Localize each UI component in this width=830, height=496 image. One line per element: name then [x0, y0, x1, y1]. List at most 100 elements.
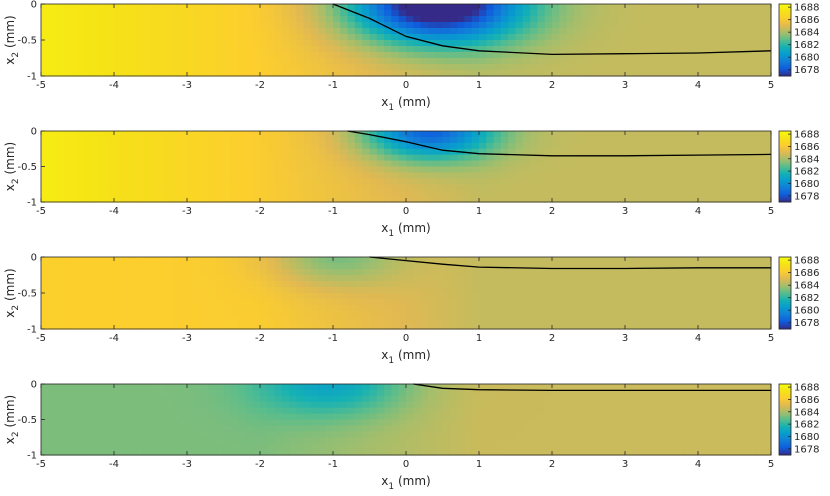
heatmap-cell [661, 196, 670, 203]
heatmap-cell [508, 131, 517, 138]
heatmap-cell [274, 269, 283, 276]
heatmap-cell [128, 407, 137, 415]
heatmap-cell [464, 148, 473, 156]
heatmap-cell [128, 136, 137, 144]
heatmap-cell [559, 160, 568, 168]
colorbar-segment [779, 194, 791, 198]
heatmap-cell [223, 425, 232, 432]
heatmap-cell [333, 293, 341, 300]
x-tick-label: -1 [328, 206, 338, 217]
heatmap-cell [705, 269, 714, 276]
heatmap-cell [347, 196, 356, 203]
heatmap-cell [610, 142, 619, 150]
heatmap-cell [537, 323, 546, 330]
heatmap-cell [661, 131, 670, 138]
heatmap-cell [325, 257, 334, 264]
heatmap-cell [595, 263, 604, 270]
heatmap-cell [99, 257, 108, 264]
heatmap-cell [369, 58, 378, 65]
heatmap-cell [603, 64, 611, 71]
heatmap-cell [442, 190, 451, 197]
colorbar-segment [779, 59, 791, 63]
heatmap-cell [289, 64, 298, 71]
heatmap-cell [281, 419, 290, 427]
heatmap-cell [179, 431, 188, 438]
heatmap-cell [384, 299, 392, 306]
heatmap-cell [165, 4, 173, 11]
heatmap-cell [194, 16, 203, 23]
heatmap-cell [406, 190, 414, 197]
heatmap-cell [705, 34, 714, 41]
heatmap-cell [763, 70, 772, 77]
heatmap-cell [369, 34, 378, 41]
heatmap-cell [449, 40, 458, 47]
heatmap-cell [661, 142, 670, 150]
heatmap-cell [398, 34, 407, 41]
heatmap-cell [84, 34, 93, 41]
heatmap-cell [581, 419, 590, 427]
heatmap-cell [537, 46, 546, 53]
heatmap-cell [515, 269, 524, 276]
heatmap-cell [311, 425, 319, 432]
heatmap-cell [427, 46, 436, 53]
heatmap-cell [354, 389, 363, 397]
heatmap-cell [114, 4, 122, 11]
colorbar-segment [779, 312, 791, 316]
heatmap-cell [617, 431, 626, 438]
heatmap-cell [55, 317, 64, 324]
heatmap-cell [435, 154, 444, 162]
heatmap-cell [135, 196, 144, 203]
heatmap-cell [427, 148, 436, 156]
heatmap-cell [756, 311, 765, 318]
heatmap-cell [84, 16, 93, 23]
heatmap-cell [230, 431, 239, 438]
heatmap-cell [128, 160, 137, 168]
heatmap-cell [70, 425, 79, 432]
heatmap-cell [70, 263, 79, 270]
heatmap-cell [281, 46, 290, 53]
heatmap-cell [252, 323, 261, 330]
heatmap-cell [84, 443, 93, 450]
heatmap-cell [449, 395, 458, 403]
heatmap-cell [406, 389, 414, 397]
heatmap-cell [515, 257, 524, 264]
heatmap-cell [719, 263, 728, 270]
heatmap-cell [442, 184, 451, 191]
heatmap-cell [654, 299, 663, 306]
heatmap-cell [617, 28, 626, 35]
heatmap-cell [617, 287, 626, 294]
heatmap-cell [712, 46, 721, 53]
heatmap-cell [398, 4, 407, 11]
heatmap-cell [172, 413, 181, 421]
x-tick-label: -4 [109, 80, 119, 91]
heatmap-cell [92, 263, 100, 270]
heatmap-cell [698, 131, 706, 138]
colorbar-segment [779, 289, 791, 292]
heatmap-cell [625, 178, 633, 185]
heatmap-cell [515, 154, 524, 162]
heatmap-cell [595, 395, 604, 403]
heatmap-cell [84, 431, 93, 438]
heatmap-cell [479, 160, 487, 168]
heatmap-cell [464, 131, 473, 138]
heatmap-cell [150, 46, 159, 53]
heatmap-cell [756, 178, 765, 185]
heatmap-cell [62, 160, 71, 168]
heatmap-cell [610, 431, 619, 438]
heatmap-cell [150, 190, 159, 197]
heatmap-cell [238, 257, 246, 264]
heatmap-cell [384, 4, 392, 11]
heatmap-cell [376, 407, 385, 415]
heatmap-cell [391, 287, 400, 294]
heatmap-cell [281, 293, 290, 300]
colorbar-segment [779, 74, 791, 77]
heatmap-cell [471, 34, 480, 41]
heatmap-cell [201, 52, 210, 59]
heatmap-cell [281, 449, 290, 456]
heatmap-cell [756, 52, 765, 59]
heatmap-cell [479, 389, 487, 397]
heatmap-cell [668, 443, 677, 450]
heatmap-cell [683, 70, 692, 77]
heatmap-cell [413, 305, 422, 312]
heatmap-cell [245, 131, 254, 138]
